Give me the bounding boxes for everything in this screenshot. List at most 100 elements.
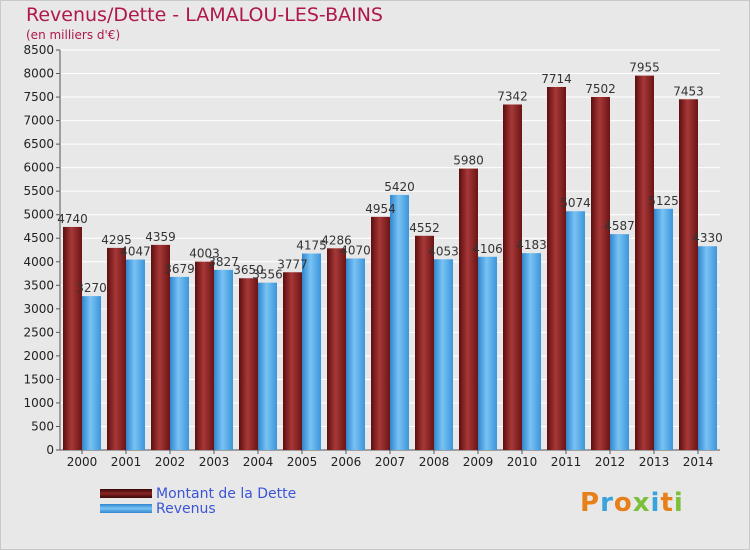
- data-label-revenus: 4053: [428, 244, 459, 258]
- bar-revenus: [434, 259, 453, 450]
- proxiti-logo: Proxiti: [580, 488, 684, 518]
- data-label-revenus: 3270: [76, 281, 107, 295]
- y-tick-label: 6500: [23, 137, 54, 151]
- bar-revenus: [390, 194, 409, 450]
- logo-letter: o: [613, 488, 633, 518]
- bar-dette: [503, 104, 522, 451]
- bar-revenus: [258, 282, 277, 450]
- legend-item-revenus: Revenus: [100, 500, 296, 517]
- bar-revenus: [478, 256, 497, 450]
- y-tick-label: 5500: [23, 184, 54, 198]
- data-label-dette: 4552: [409, 221, 440, 235]
- bar-revenus: [126, 259, 145, 450]
- data-label-revenus: 4070: [340, 243, 371, 257]
- bar-dette: [547, 86, 566, 451]
- bar-revenus: [346, 258, 365, 450]
- y-tick-label: 3500: [23, 278, 54, 292]
- bar-dette: [151, 244, 170, 450]
- bar-revenus: [566, 211, 585, 450]
- data-label-dette: 5980: [453, 154, 484, 168]
- bar-dette: [415, 235, 434, 450]
- data-label-revenus: 3827: [208, 255, 239, 269]
- bar-revenus: [654, 208, 673, 450]
- bars: [63, 75, 717, 451]
- data-label-revenus: 4106: [472, 242, 503, 256]
- chart-title: Revenus/Dette - LAMALOU-LES-BAINS: [26, 4, 383, 26]
- bar-dette: [327, 248, 346, 450]
- data-label-revenus: 4175: [296, 239, 327, 253]
- data-label-revenus: 4330: [692, 231, 723, 245]
- data-label-revenus: 3679: [164, 262, 195, 276]
- bar-dette: [459, 168, 478, 450]
- y-tick-label: 0: [46, 443, 54, 457]
- logo-letter: i: [673, 488, 684, 518]
- y-tick-label: 1500: [23, 372, 54, 386]
- data-label-dette: 4954: [365, 202, 396, 216]
- logo-letter: i: [650, 488, 661, 518]
- bar-dette: [371, 216, 390, 450]
- x-tick-label: 2013: [639, 455, 670, 469]
- bar-revenus: [170, 276, 189, 450]
- legend-swatch-dette: [100, 489, 152, 498]
- logo-letter: t: [660, 488, 674, 518]
- y-tick-label: 2000: [23, 349, 54, 363]
- data-label-dette: 4286: [321, 233, 352, 247]
- logo-letter: P: [580, 488, 601, 518]
- y-tick-label: 3000: [23, 302, 54, 316]
- data-label-revenus: 3556: [252, 268, 283, 282]
- bar-revenus: [302, 253, 321, 450]
- bar-dette: [195, 261, 214, 450]
- y-tick-label: 8000: [23, 67, 54, 81]
- logo-letter: r: [600, 488, 614, 518]
- y-tick-label: 4500: [23, 231, 54, 245]
- bar-dette: [635, 75, 654, 450]
- data-label-revenus: 4587: [604, 219, 635, 233]
- y-tick-label: 4000: [23, 255, 54, 269]
- y-tick-label: 5000: [23, 208, 54, 222]
- data-label-revenus: 5420: [384, 180, 415, 194]
- data-label-dette: 3777: [277, 257, 308, 271]
- data-label-revenus: 5125: [648, 194, 679, 208]
- data-label-dette: 7714: [541, 72, 572, 86]
- x-tick-label: 2004: [243, 455, 274, 469]
- bar-revenus: [82, 296, 101, 450]
- data-label-dette: 4003: [189, 247, 220, 261]
- x-tick-label: 2011: [551, 455, 582, 469]
- x-tick-label: 2000: [67, 455, 98, 469]
- bar-dette: [283, 272, 302, 450]
- legend-swatch-revenus: [100, 504, 152, 513]
- bar-dette: [107, 247, 126, 450]
- data-label-dette: 4359: [145, 230, 176, 244]
- data-label-revenus: 5074: [560, 196, 591, 210]
- x-tick-label: 2002: [155, 455, 186, 469]
- data-label-dette: 4740: [57, 212, 88, 226]
- x-tick-label: 2007: [375, 455, 406, 469]
- legend-item-dette: Montant de la Dette: [100, 486, 296, 502]
- x-tick-label: 2009: [463, 455, 494, 469]
- bar-revenus: [610, 234, 629, 450]
- y-tick-label: 1000: [23, 396, 54, 410]
- x-tick-label: 2001: [111, 455, 142, 469]
- y-tick-label: 8500: [23, 43, 54, 57]
- y-tick-label: 7500: [23, 90, 54, 104]
- data-label-dette: 7342: [497, 89, 528, 103]
- bar-revenus: [214, 269, 233, 450]
- x-tick-label: 2008: [419, 455, 450, 469]
- data-label-dette: 7453: [673, 84, 704, 98]
- data-label-dette: 3650: [233, 263, 264, 277]
- bar-revenus: [522, 253, 541, 450]
- x-tick-label: 2012: [595, 455, 626, 469]
- data-label-revenus: 4183: [516, 238, 547, 252]
- bar-revenus: [698, 246, 717, 450]
- data-label-revenus: 4047: [120, 245, 151, 259]
- x-tick-label: 2003: [199, 455, 230, 469]
- bar-dette: [679, 99, 698, 450]
- data-label-dette: 4295: [101, 233, 132, 247]
- legend-label-revenus: Revenus: [156, 500, 216, 517]
- chart-subtitle: (en milliers d'€): [26, 28, 121, 42]
- y-tick-label: 500: [31, 419, 54, 433]
- y-tick-label: 7000: [23, 114, 54, 128]
- logo-letter: x: [632, 488, 651, 518]
